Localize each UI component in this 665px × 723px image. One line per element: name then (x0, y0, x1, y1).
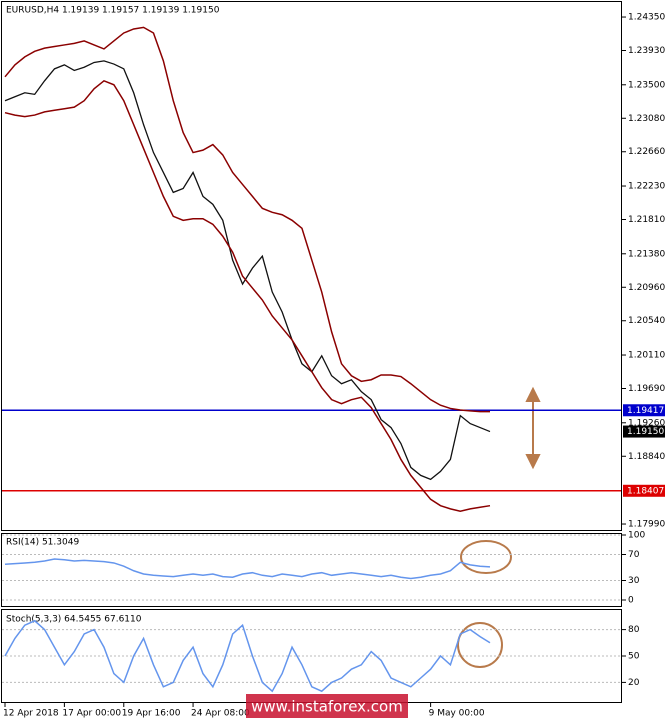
series-line (4, 60, 491, 481)
price-pane (1, 1, 622, 531)
x-tick-label: 12 Apr 2018 (3, 709, 59, 719)
y-tick-label: 1.20540 (628, 316, 665, 326)
series-line (4, 79, 491, 513)
y-tick-label: 70 (628, 550, 640, 560)
y-tick-label: 30 (628, 576, 640, 586)
rsi-pane (1, 533, 622, 607)
y-tick-label: 1.23930 (628, 46, 665, 56)
range-arrow (525, 386, 541, 470)
y-tick-label: 1.18840 (628, 452, 665, 462)
pane-title: Stoch(5,3,3) 64.5455 67.6110 (6, 615, 142, 625)
pane-title: EURUSD,H4 1.19139 1.19157 1.19139 1.1915… (6, 6, 220, 16)
pane-title: RSI(14) 51.3049 (6, 538, 79, 548)
level-tag (623, 404, 665, 417)
x-tick-label: 24 Apr 08:00 (191, 709, 250, 719)
y-tick-label: 1.17990 (628, 520, 665, 530)
stoch-circle (457, 622, 503, 668)
series-line (4, 26, 490, 413)
y-tick-label: 80 (628, 625, 640, 635)
level-tag (623, 425, 665, 438)
y-tick-label: 1.19690 (628, 384, 665, 394)
y-tick-label: 1.23500 (628, 80, 665, 90)
y-tick-label: 1.23080 (628, 114, 665, 124)
level-label: 1.19417 (627, 406, 664, 416)
y-tick-label: 1.20110 (628, 351, 665, 361)
rsi-circle (460, 540, 512, 574)
y-tick-label: 100 (628, 531, 645, 541)
watermark: www.instaforex.com (251, 698, 403, 716)
y-tick-label: 1.20960 (628, 283, 665, 293)
y-tick-label: 1.21810 (628, 215, 665, 225)
x-tick-label: 19 Apr 16:00 (122, 709, 181, 719)
y-tick-label: 1.22660 (628, 147, 665, 157)
x-tick-label: 9 May 00:00 (429, 709, 485, 719)
y-tick-label: 0 (628, 596, 634, 606)
watermark-box (246, 694, 408, 718)
x-tick-label: 17 Apr 00:00 (62, 709, 121, 719)
y-tick-label: 1.19260 (628, 418, 665, 428)
y-tick-label: 50 (628, 652, 640, 662)
level-tag (623, 484, 665, 497)
level-label: 1.18407 (627, 486, 664, 496)
level-label: 1.19150 (627, 427, 664, 437)
y-tick-label: 1.24350 (628, 13, 665, 23)
y-tick-label: 20 (628, 678, 640, 688)
series-line (4, 558, 491, 580)
y-tick-label: 1.21380 (628, 249, 665, 259)
series-line (4, 619, 491, 693)
y-tick-label: 1.22230 (628, 182, 665, 192)
